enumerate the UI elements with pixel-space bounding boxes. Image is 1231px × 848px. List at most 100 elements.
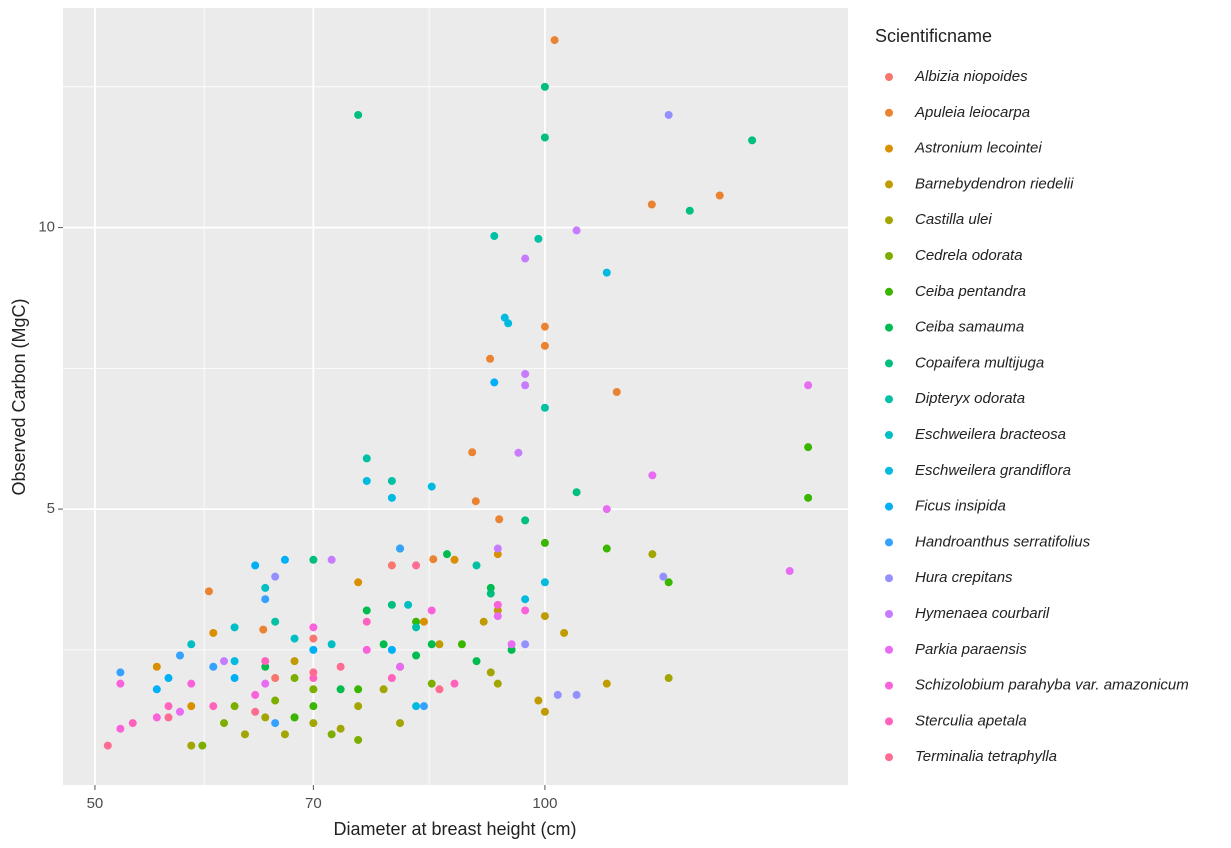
point [602, 505, 611, 514]
point [495, 515, 504, 524]
point [251, 690, 260, 699]
legend-marker [885, 287, 893, 296]
legend-label: Apuleia leiocarpa [914, 104, 1030, 121]
point [164, 713, 173, 722]
legend-label: Ceiba pentandra [915, 283, 1026, 300]
point [493, 606, 502, 615]
legend-label: Hymenaea courbaril [915, 605, 1050, 622]
point [175, 651, 184, 660]
point [486, 354, 495, 363]
point [387, 493, 396, 502]
point [412, 561, 421, 570]
legend-label: Astronium lecointei [914, 140, 1042, 157]
legend-marker [885, 108, 893, 117]
point [540, 341, 549, 350]
legend-label: Eschweilera bracteosa [915, 426, 1066, 443]
point [540, 403, 549, 412]
legend-label: Dipteryx odorata [915, 390, 1025, 407]
point [271, 696, 280, 705]
point [648, 550, 657, 559]
point [280, 555, 289, 564]
point [450, 679, 459, 688]
point [396, 662, 405, 671]
point [309, 674, 318, 683]
point [493, 679, 502, 688]
point [550, 36, 559, 45]
legend-label: Ceiba samauma [915, 319, 1024, 336]
legend: Albizia niopoides Apuleia leiocarpa Astron… [885, 68, 1189, 765]
point [164, 702, 173, 711]
point [521, 606, 530, 615]
legend-marker [885, 216, 893, 225]
legend-marker [885, 717, 893, 726]
point [804, 493, 813, 502]
point [309, 634, 318, 643]
point [429, 555, 438, 564]
legend-marker [885, 359, 893, 368]
point [362, 645, 371, 654]
point [387, 476, 396, 485]
point [387, 600, 396, 609]
point [327, 640, 336, 649]
point [664, 674, 673, 683]
point [540, 538, 549, 547]
point [435, 685, 444, 694]
point [521, 595, 530, 604]
point [336, 685, 345, 694]
point [504, 319, 513, 328]
point [443, 550, 452, 559]
legend-marker [885, 431, 893, 439]
point [540, 578, 549, 587]
point [290, 674, 299, 683]
point [472, 657, 481, 666]
point [290, 634, 299, 643]
point [187, 741, 196, 750]
legend-label: Schizolobium parahyba var. amazonicum [915, 677, 1189, 694]
point [521, 254, 530, 263]
legend-marker [885, 323, 893, 332]
point [261, 713, 270, 722]
point [412, 651, 421, 660]
legend-marker [885, 645, 893, 654]
legend-label: Eschweilera grandiflora [915, 462, 1071, 479]
point [271, 617, 280, 626]
point [251, 707, 260, 716]
legend-marker [885, 574, 893, 583]
legend-marker [885, 466, 893, 475]
point [540, 612, 549, 621]
point [572, 226, 581, 235]
point [354, 735, 363, 744]
point [261, 679, 270, 688]
point [230, 623, 239, 632]
legend-marker [885, 502, 893, 511]
point [103, 741, 112, 750]
point [354, 702, 363, 711]
point [327, 555, 336, 564]
point [602, 544, 611, 553]
point [457, 640, 466, 649]
point [261, 662, 270, 671]
point [396, 719, 405, 728]
point [261, 583, 270, 592]
point [187, 679, 196, 688]
point [521, 516, 530, 525]
point [493, 550, 502, 559]
point [602, 268, 611, 277]
point [396, 544, 405, 553]
point [116, 724, 125, 733]
point [379, 640, 388, 649]
point [412, 623, 421, 632]
point [419, 617, 428, 626]
x-axis-title: Diameter at breast height (cm) [333, 819, 576, 839]
legend-label: Hura crepitans [915, 569, 1013, 586]
point [152, 662, 161, 671]
point [540, 133, 549, 142]
x-tick-label: 100 [532, 795, 557, 812]
legend-marker [885, 180, 893, 189]
point [659, 572, 668, 581]
point [152, 685, 161, 694]
legend-label: Ficus insipida [915, 498, 1006, 515]
legend-marker [885, 395, 893, 404]
point [534, 234, 543, 243]
